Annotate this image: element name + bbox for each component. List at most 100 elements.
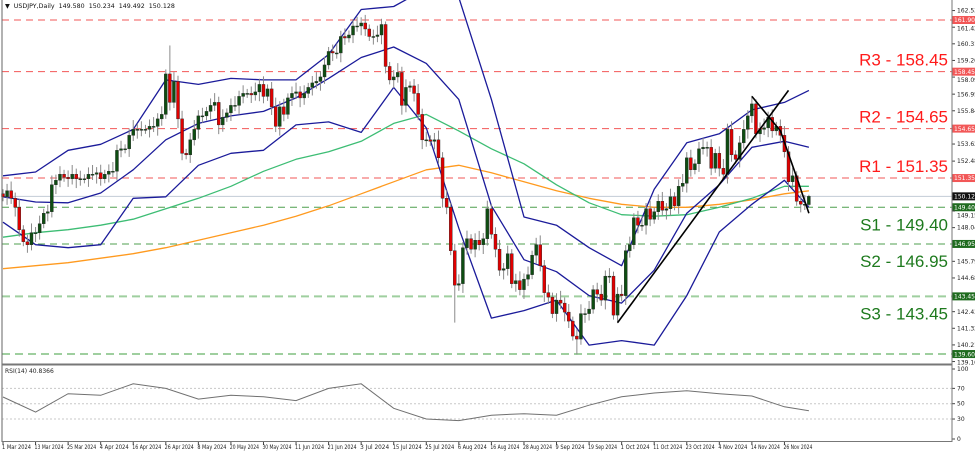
candle: [534, 237, 538, 264]
candle: [21, 225, 26, 247]
candle: [562, 297, 567, 322]
candle: [579, 304, 583, 345]
candle: [408, 81, 412, 92]
bullish-candle-body: [685, 157, 689, 184]
bullish-candle-body: [237, 96, 241, 106]
bullish-candle-body: [86, 174, 91, 179]
bullish-candle-body: [591, 289, 595, 310]
moving-average-orange: [2, 164, 809, 270]
current-price-tag-text: 150.128: [954, 194, 975, 201]
candle: [522, 273, 526, 299]
level-label: S3 - 143.45: [860, 304, 948, 323]
bullish-candle-body: [713, 153, 717, 169]
bullish-candle-body: [481, 238, 485, 245]
price-tick-label: 162.530: [957, 8, 975, 15]
bullish-candle-body: [526, 274, 530, 280]
candle: [13, 192, 17, 217]
bullish-candle-body: [514, 280, 518, 284]
time-tick-label: 1 Mar 2024: [2, 444, 31, 451]
level-price-tag-text: 139.600: [954, 351, 975, 358]
candle: [82, 174, 87, 184]
candle: [742, 120, 746, 149]
level-price-tag: [952, 174, 975, 183]
candle: [265, 84, 270, 101]
candle: [396, 63, 400, 83]
time-tick-label: 8 May 2024: [197, 444, 226, 451]
bullish-candle-body: [339, 36, 343, 54]
time-tick-label: 1 Oct 2024: [621, 444, 650, 451]
bullish-candle-body: [221, 117, 225, 126]
bullish-candle-body: [505, 253, 510, 269]
rsi-tick-label: 70: [957, 385, 965, 392]
triangle-down-icon[interactable]: ▼: [5, 3, 10, 10]
candle: [469, 234, 473, 254]
candle: [339, 30, 343, 63]
candle: [172, 72, 176, 109]
bearish-candle-body: [269, 88, 274, 108]
candle: [387, 61, 392, 85]
candle: [668, 188, 673, 216]
bullish-candle-body: [151, 126, 156, 128]
candle: [444, 190, 449, 215]
candle: [713, 148, 717, 173]
price-tick-label: 153.620: [957, 141, 975, 148]
bearish-candle-body: [98, 172, 103, 179]
bearish-candle-body: [636, 217, 640, 226]
candle: [790, 167, 795, 189]
candle: [542, 259, 547, 302]
candle: [453, 243, 457, 323]
time-tick-label: 25 Jul 2024: [425, 444, 454, 451]
bearish-candle-body: [383, 24, 388, 67]
candle: [257, 78, 262, 102]
bullish-candle-body: [155, 118, 160, 127]
candle: [17, 199, 21, 237]
bullish-candle-body: [196, 115, 201, 130]
trendlines: [616, 89, 810, 324]
time-tick-label: 30 May 2024: [262, 444, 291, 451]
price-tick-label: 140.210: [957, 342, 975, 349]
candle: [54, 174, 58, 195]
bullish-candle-body: [326, 51, 331, 66]
candle: [465, 230, 469, 255]
candle: [746, 110, 750, 139]
bullish-candle-body: [50, 184, 54, 212]
level-label: R2 - 154.65: [859, 108, 948, 127]
bullish-candle-body: [5, 190, 9, 197]
candle: [624, 244, 628, 305]
bearish-candle-body: [9, 190, 13, 199]
candle: [131, 120, 135, 142]
level-price-tag-text: 161.900: [954, 17, 975, 24]
bearish-candle-body: [168, 73, 172, 103]
price-tick-label: 141.320: [957, 325, 975, 332]
candle: [603, 270, 608, 310]
candle: [164, 69, 168, 119]
candle: [619, 284, 624, 302]
bearish-candle-body: [298, 91, 302, 99]
candle: [273, 97, 278, 133]
candle: [554, 293, 559, 322]
candle: [241, 85, 245, 104]
candle: [25, 234, 30, 253]
trendline[interactable]: [616, 89, 790, 324]
price-tick-label: 155.840: [957, 108, 975, 115]
moving-average-green: [2, 113, 809, 238]
bullish-candle-body: [29, 232, 34, 245]
time-tick-label: 16 Apr 2024: [132, 444, 161, 451]
time-tick-label: 3 Jul 2024: [360, 444, 389, 451]
bearish-candle-body: [575, 335, 579, 340]
trendline[interactable]: [751, 95, 810, 214]
bullish-candle-body: [465, 238, 469, 248]
bullish-candle-body: [37, 223, 42, 233]
bearish-candle-body: [62, 174, 66, 178]
bullish-candle-body: [628, 244, 632, 251]
bullish-candle-body: [742, 129, 746, 144]
bullish-candle-body: [404, 87, 408, 106]
candle: [737, 135, 742, 168]
rsi-tick-label: 0: [957, 436, 961, 443]
candle: [729, 121, 734, 162]
candle: [571, 316, 575, 341]
candle: [184, 148, 188, 160]
bearish-candle-body: [180, 118, 184, 154]
price-tick-label: 144.680: [957, 275, 975, 282]
